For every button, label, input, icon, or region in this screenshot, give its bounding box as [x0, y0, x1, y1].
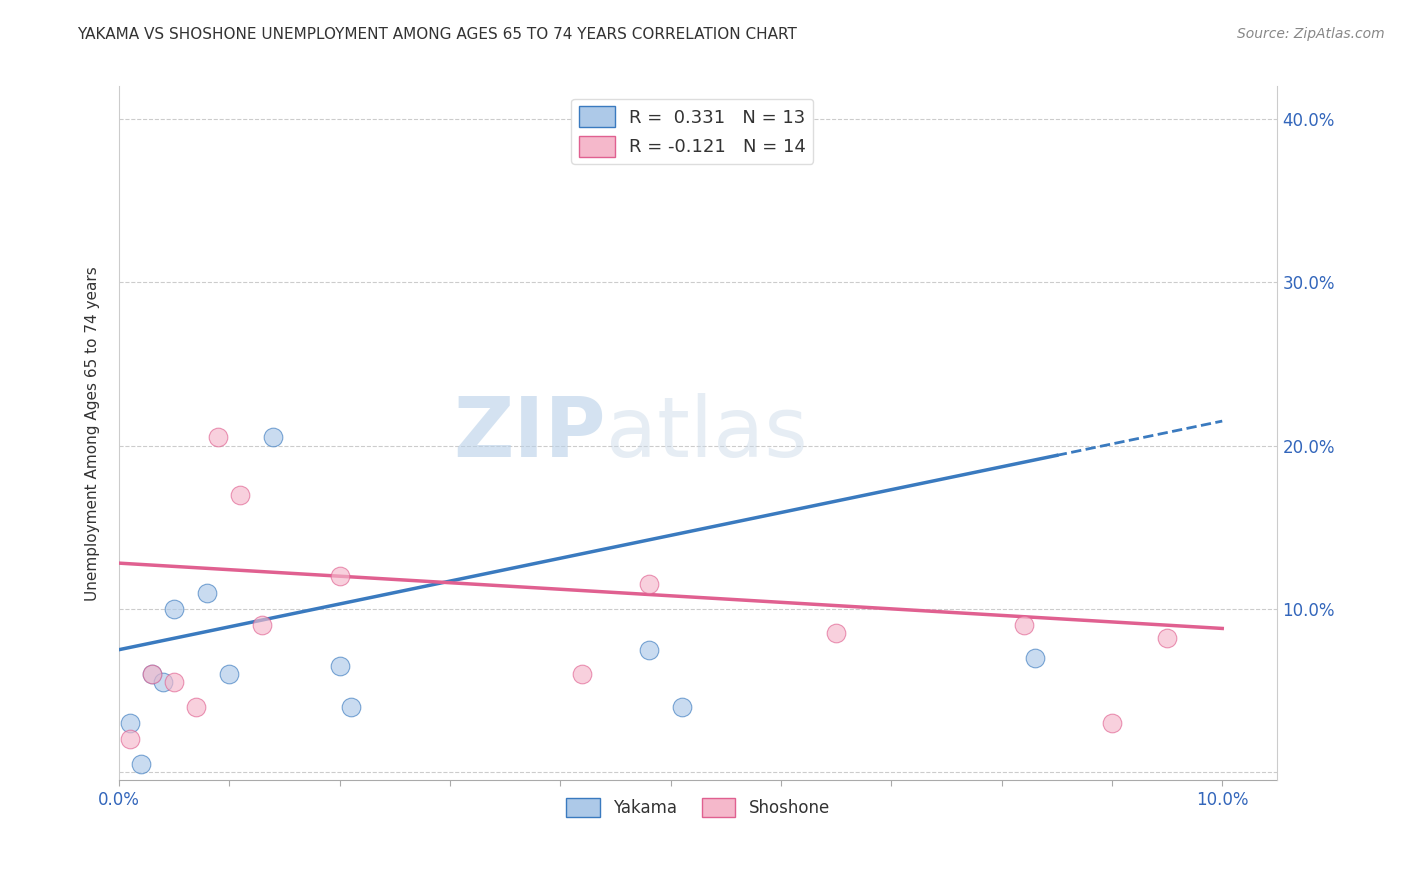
Text: ZIP: ZIP: [453, 392, 606, 474]
Text: YAKAMA VS SHOSHONE UNEMPLOYMENT AMONG AGES 65 TO 74 YEARS CORRELATION CHART: YAKAMA VS SHOSHONE UNEMPLOYMENT AMONG AG…: [77, 27, 797, 42]
Point: [152, 675, 174, 690]
Point: [637, 642, 659, 657]
Point: [120, 716, 142, 731]
Point: [339, 699, 361, 714]
Point: [671, 699, 693, 714]
Point: [252, 618, 274, 632]
Point: [120, 732, 142, 747]
Y-axis label: Unemployment Among Ages 65 to 74 years: Unemployment Among Ages 65 to 74 years: [86, 266, 100, 600]
Point: [186, 699, 208, 714]
Text: atlas: atlas: [606, 392, 807, 474]
Point: [218, 667, 240, 681]
Point: [1101, 716, 1123, 731]
Point: [1012, 618, 1035, 632]
Text: Source: ZipAtlas.com: Source: ZipAtlas.com: [1237, 27, 1385, 41]
Point: [229, 487, 252, 501]
Point: [571, 667, 593, 681]
Point: [825, 626, 848, 640]
Point: [1024, 650, 1046, 665]
Point: [263, 430, 285, 444]
Point: [195, 585, 218, 599]
Point: [141, 667, 163, 681]
Point: [637, 577, 659, 591]
Point: [129, 756, 152, 771]
Point: [1156, 632, 1178, 646]
Point: [329, 659, 352, 673]
Point: [163, 675, 186, 690]
Legend: Yakama, Shoshone: Yakama, Shoshone: [560, 791, 837, 824]
Point: [163, 602, 186, 616]
Point: [141, 667, 163, 681]
Point: [329, 569, 352, 583]
Point: [207, 430, 229, 444]
